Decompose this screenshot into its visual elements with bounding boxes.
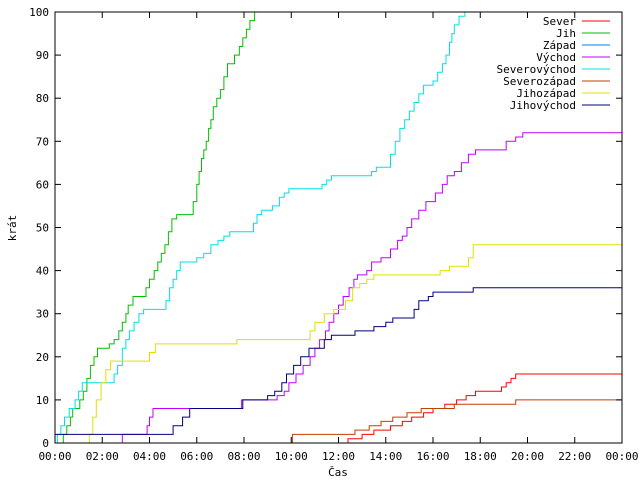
y-tick-label: 90 — [36, 49, 49, 62]
legend: SeverJihZápadVýchodSeverovýchodSeverozáp… — [497, 15, 610, 112]
series-line-vychod — [121, 132, 622, 443]
x-tick-label: 20:00 — [511, 450, 544, 463]
series-layer — [55, 12, 622, 443]
y-tick-label: 60 — [36, 178, 49, 191]
y-tick-label: 100 — [29, 6, 49, 19]
x-tick-label: 00:00 — [605, 450, 638, 463]
x-tick-label: 12:00 — [322, 450, 355, 463]
y-tick-label: 10 — [36, 394, 49, 407]
series-line-severozapad — [291, 399, 622, 443]
y-tick-label: 80 — [36, 92, 49, 105]
y-axis-label: krát — [6, 215, 19, 242]
x-tick-label: 14:00 — [369, 450, 402, 463]
legend-label-jih: Jih — [556, 27, 576, 40]
x-tick-label: 02:00 — [86, 450, 119, 463]
y-tick-label: 50 — [36, 222, 49, 235]
legend-label-severozapad: Severozápad — [503, 75, 576, 88]
ticks-layer: 0 10 20 30 40 50 60 70 80 90 100 00:00 02:00 04:00 06:… — [29, 6, 638, 463]
legend-label-vychod: Východ — [536, 51, 576, 64]
x-tick-label: 16:00 — [416, 450, 449, 463]
x-tick-label: 10:00 — [275, 450, 308, 463]
legend-label-zapad: Západ — [543, 39, 576, 52]
x-tick-label: 22:00 — [558, 450, 591, 463]
x-axis-label: Čas — [328, 466, 348, 479]
series-line-severovychod — [55, 12, 466, 443]
y-tick-label: 0 — [42, 437, 49, 450]
y-tick-label: 30 — [36, 308, 49, 321]
legend-label-jihovychod: Jihovýchod — [510, 99, 576, 112]
x-tick-label: 06:00 — [180, 450, 213, 463]
legend-label-severovychod: Severovýchod — [497, 63, 576, 76]
x-tick-label: 08:00 — [227, 450, 260, 463]
y-tick-label: 20 — [36, 351, 49, 364]
x-tick-label: 04:00 — [133, 450, 166, 463]
x-tick-label: 18:00 — [464, 450, 497, 463]
x-tick-label: 00:00 — [38, 450, 71, 463]
series-line-jih — [62, 12, 256, 443]
y-tick-label: 70 — [36, 135, 49, 148]
legend-label-jihozapad: Jihozápad — [516, 87, 576, 100]
series-line-jihovychod — [55, 287, 622, 435]
series-line-jihozapad — [86, 244, 622, 443]
legend-label-sever: Sever — [543, 15, 576, 28]
y-tick-label: 40 — [36, 265, 49, 278]
